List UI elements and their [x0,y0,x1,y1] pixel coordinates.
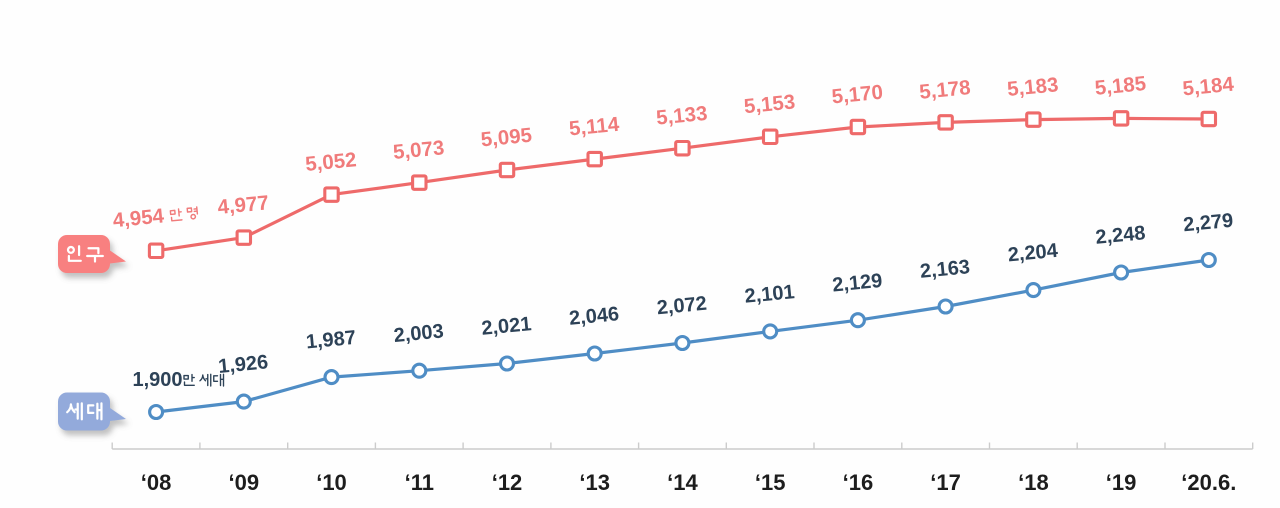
svg-text:5,073: 5,073 [392,136,445,164]
svg-text:5,184: 5,184 [1182,73,1236,101]
svg-text:1,987: 1,987 [305,327,357,354]
svg-text:5,178: 5,178 [918,76,971,104]
svg-text:‘17: ‘17 [930,470,961,495]
svg-text:‘15: ‘15 [755,470,786,495]
svg-text:2,046: 2,046 [568,303,620,330]
svg-text:2,248: 2,248 [1095,222,1147,249]
svg-text:5,153: 5,153 [743,90,796,118]
svg-text:2,163: 2,163 [919,256,971,283]
svg-text:4,977: 4,977 [217,191,270,219]
svg-text:‘19: ‘19 [1106,470,1137,495]
svg-text:2,021: 2,021 [480,313,532,340]
svg-text:1,900: 1,900 [132,369,182,391]
svg-text:2,204: 2,204 [1007,240,1060,267]
svg-text:‘11: ‘11 [405,470,434,495]
svg-text:2,003: 2,003 [393,320,445,347]
svg-text:‘13: ‘13 [579,470,610,495]
svg-text:‘10: ‘10 [316,470,347,495]
svg-text:2,129: 2,129 [831,270,883,297]
svg-text:2,072: 2,072 [656,293,708,320]
svg-text:1,926: 1,926 [217,351,269,378]
svg-text:5,095: 5,095 [480,124,533,152]
svg-text:‘09: ‘09 [229,470,260,495]
svg-text:‘08: ‘08 [141,470,172,495]
svg-text:‘14: ‘14 [667,470,698,495]
svg-text:‘12: ‘12 [492,470,523,495]
svg-text:5,052: 5,052 [304,148,357,176]
svg-text:5,183: 5,183 [1006,73,1059,101]
svg-text:5,114: 5,114 [568,113,621,141]
svg-text:5,133: 5,133 [655,102,708,130]
svg-text:5,185: 5,185 [1094,72,1147,100]
svg-text:‘20.6.: ‘20.6. [1181,470,1236,495]
svg-text:2,279: 2,279 [1182,210,1234,237]
svg-text:4,954: 4,954 [112,204,166,232]
svg-text:‘18: ‘18 [1018,470,1049,495]
svg-text:‘16: ‘16 [843,470,874,495]
svg-text:2,101: 2,101 [744,281,796,308]
svg-text:5,170: 5,170 [831,81,884,109]
